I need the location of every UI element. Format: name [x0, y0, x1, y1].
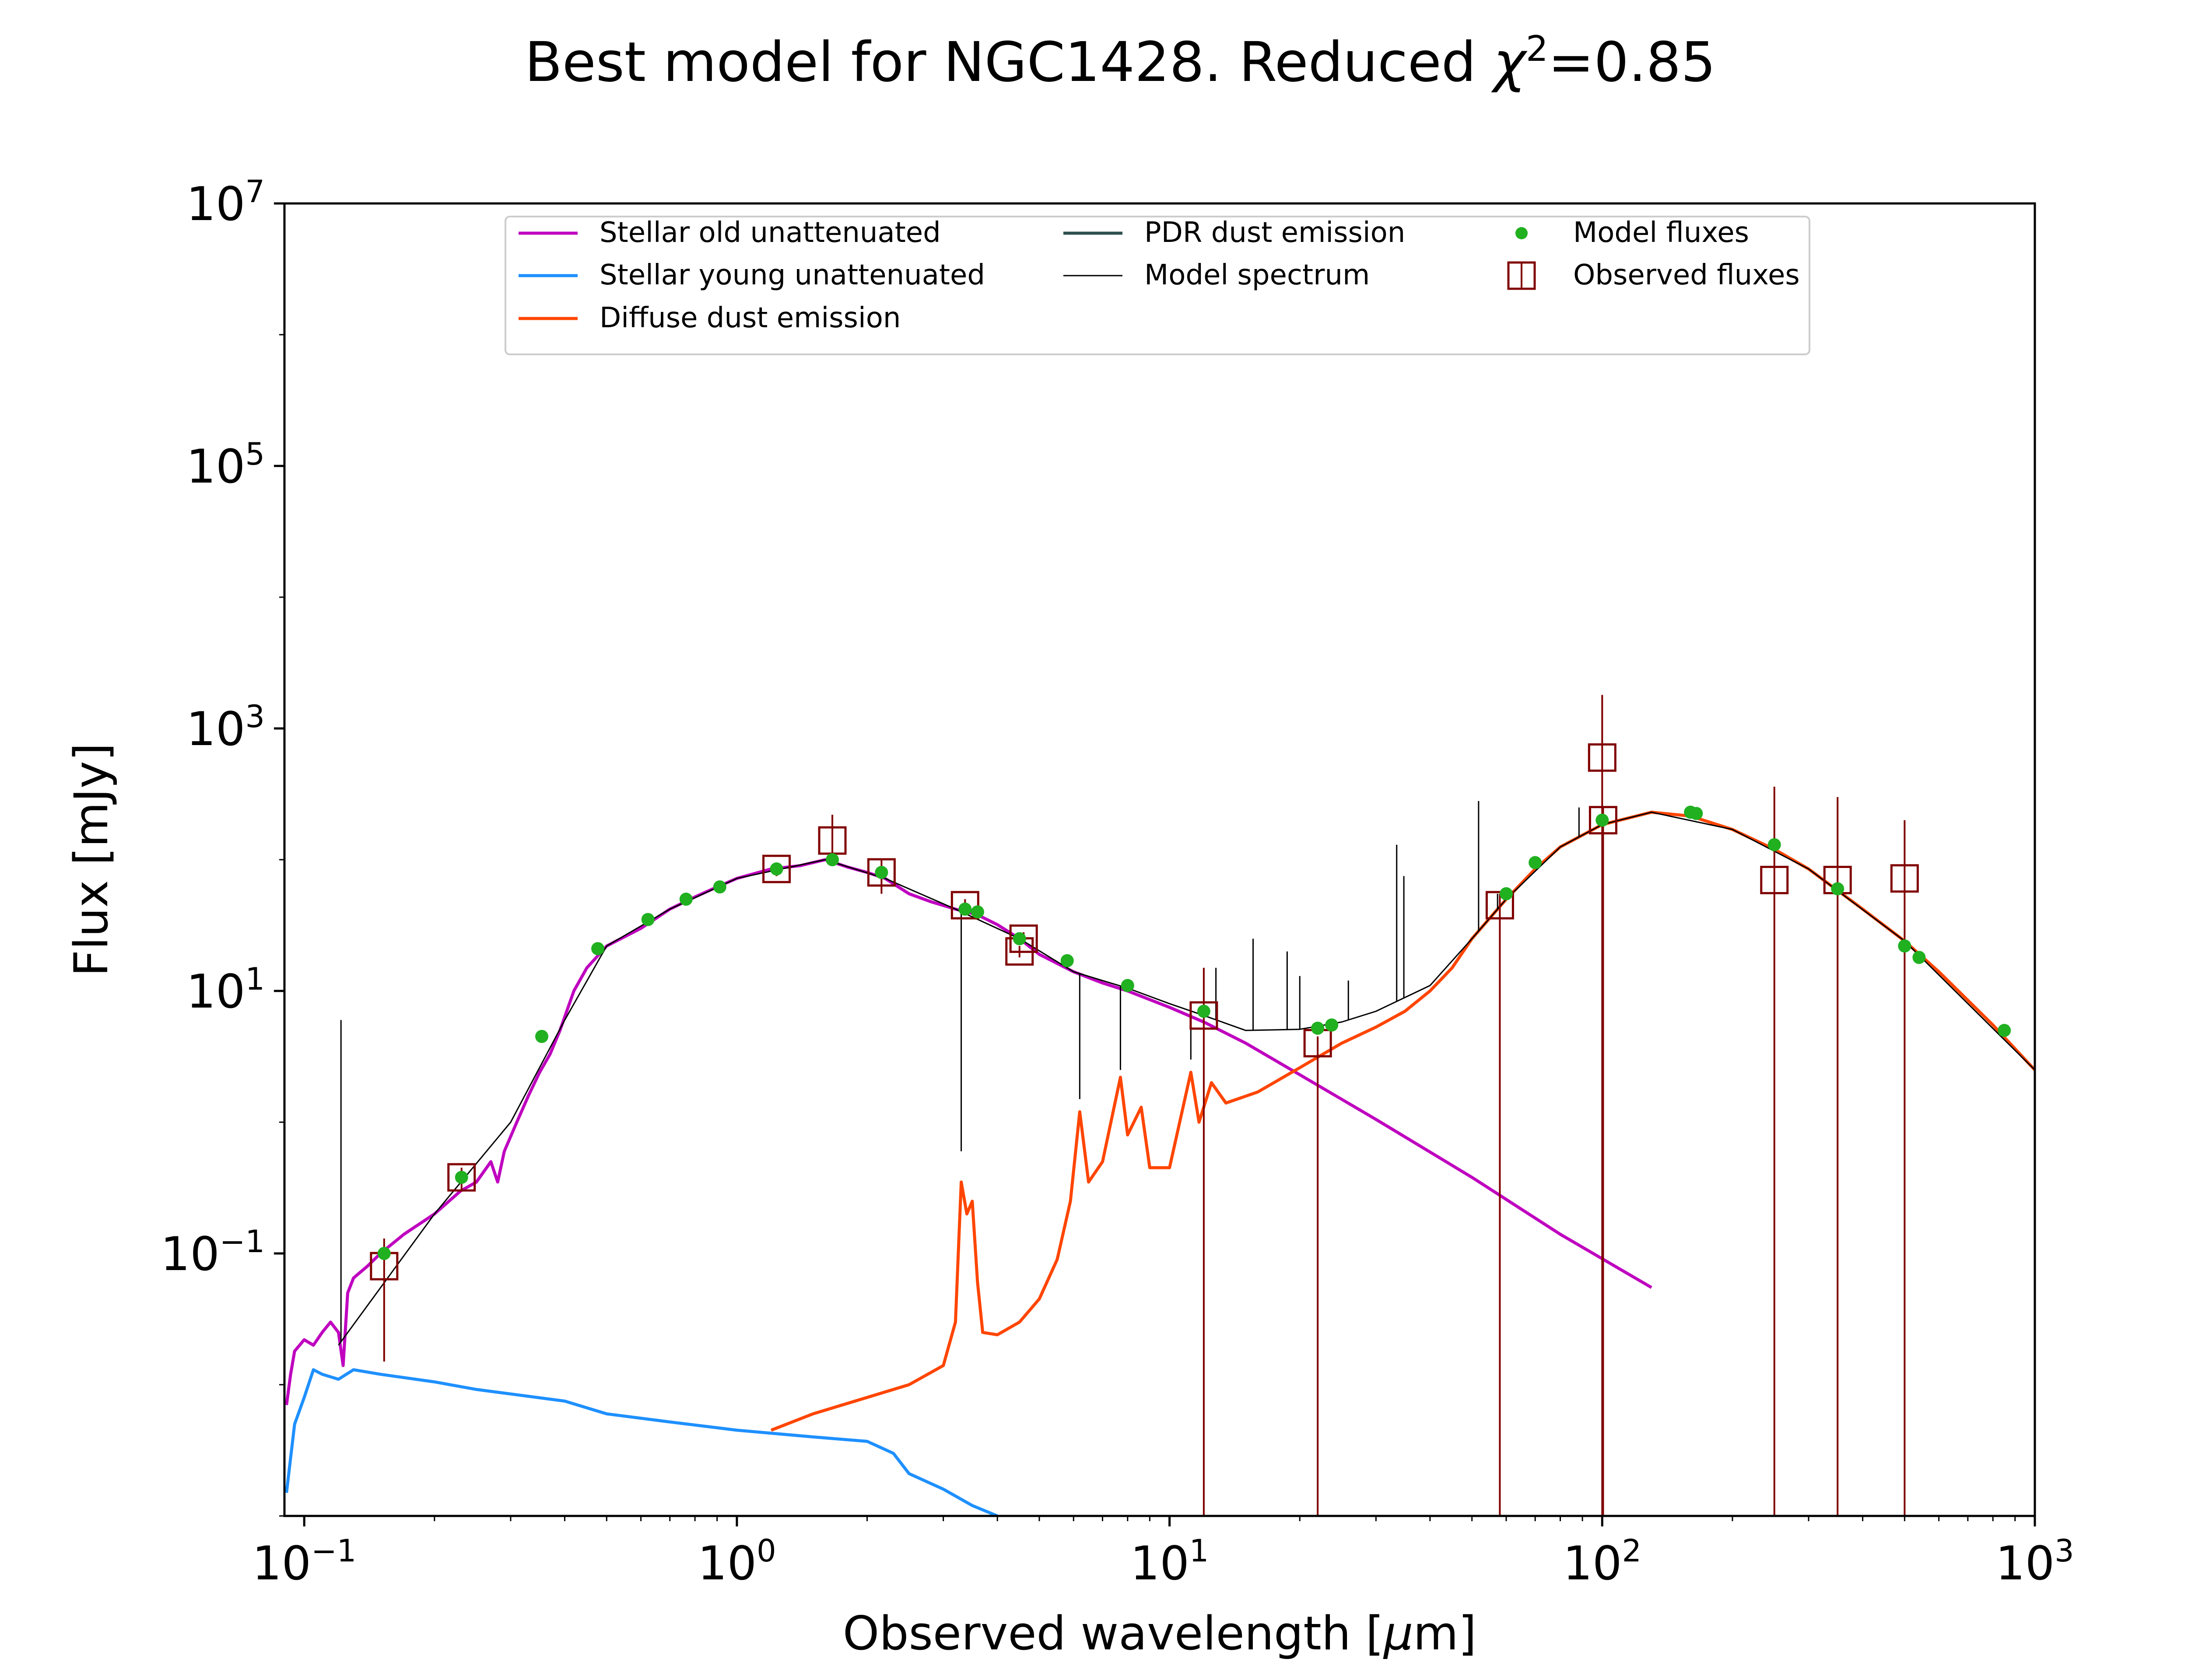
legend-item-pdr-dust-emission: PDR dust emission — [1063, 217, 1405, 249]
model-flux-point — [1595, 813, 1609, 827]
model-flux-point — [1013, 932, 1026, 945]
legend-item-diffuse-dust-emission: Diffuse dust emission — [519, 302, 901, 334]
observed-flux-marker — [447, 1163, 476, 1192]
model-flux-point — [1998, 1024, 2011, 1037]
x-axis-label: Observed wavelength [μm] — [843, 1606, 1476, 1660]
observed-flux-marker — [1485, 891, 1514, 920]
title-exponent: 2 — [1526, 28, 1548, 69]
legend: Stellar old unattenuated Stellar young un… — [505, 216, 1810, 355]
model-flux-point — [1060, 954, 1074, 967]
model-flux-point — [1767, 838, 1781, 851]
legend-label: Stellar old unattenuated — [600, 217, 941, 249]
observed-flux-marker — [867, 858, 896, 887]
observed-flux-marker — [762, 854, 791, 883]
axes-frame — [283, 202, 2036, 1517]
model-flux-point — [535, 1030, 549, 1043]
chi-symbol: χ — [1491, 31, 1528, 94]
model-flux-point — [1197, 1004, 1210, 1018]
model-flux-point — [1690, 807, 1703, 820]
model-flux-point — [1529, 856, 1542, 869]
legend-label: Observed fluxes — [1573, 259, 1800, 291]
x-tick-label: 103 — [1995, 1533, 2074, 1590]
legend-item-model-spectrum: Model spectrum — [1063, 259, 1370, 291]
observed-flux-marker — [950, 891, 979, 920]
legend-item-stellar-old-unattenuated: Stellar old unattenuated — [519, 217, 941, 249]
series-stellar-young-unattenuated — [285, 1368, 998, 1516]
mu-symbol: μ — [1383, 1606, 1413, 1660]
model-flux-point — [971, 905, 984, 919]
observed-flux-marker — [1890, 864, 1919, 893]
legend-label: Model spectrum — [1144, 259, 1370, 291]
x-tick-label: 100 — [698, 1533, 776, 1590]
model-flux-point — [713, 880, 726, 894]
model-flux-point — [1311, 1022, 1325, 1035]
y-axis-label: Flux [mJy] — [64, 743, 118, 976]
plot-area — [285, 695, 2035, 1516]
chart-title: Best model for NGC1428. Reduced χ2=0.85 — [525, 28, 1716, 94]
observed-flux-marker — [1588, 743, 1616, 772]
model-flux-point — [641, 913, 655, 926]
model-flux-point — [591, 942, 605, 956]
legend-label: Diffuse dust emission — [600, 302, 901, 334]
model-flux-point — [1898, 939, 1911, 953]
y-tick-label: 101 — [186, 961, 265, 1018]
model-flux-point — [826, 853, 839, 866]
series-stellar-old-unattenuated — [285, 858, 1652, 1405]
legend-label: PDR dust emission — [1144, 217, 1405, 249]
series-diffuse-dust-emission — [770, 811, 2035, 1432]
observed-flux-marker — [1760, 865, 1789, 894]
x-tick-label: 10−1 — [252, 1533, 356, 1590]
model-flux-point — [1121, 979, 1134, 992]
model-flux-point — [1325, 1018, 1339, 1032]
model-flux-point — [455, 1171, 468, 1184]
observed-flux-marker — [1588, 806, 1617, 835]
legend-box — [505, 216, 1810, 355]
x-tick-label: 101 — [1130, 1533, 1209, 1590]
legend-item-stellar-young-unattenuated: Stellar young unattenuated — [519, 259, 985, 291]
model-flux-point — [875, 866, 888, 879]
model-flux-point — [1831, 882, 1844, 896]
y-tick-label: 10−1 — [161, 1224, 265, 1281]
legend-label: Stellar young unattenuated — [600, 259, 985, 291]
model-flux-point — [958, 903, 972, 916]
model-flux-point — [377, 1247, 391, 1260]
legend-label: Model fluxes — [1573, 217, 1749, 249]
legend-item-observed-fluxes: Observed fluxes — [1507, 259, 1800, 291]
y-tick-label: 105 — [186, 436, 265, 494]
axis-ticks: 10−1 100 101 102 103 10−1 101 103 105 107 — [161, 174, 2074, 1590]
model-flux-point — [770, 862, 783, 876]
observed-flux-marker — [1009, 924, 1038, 953]
model-flux-point — [1912, 951, 1926, 964]
y-tick-label: 107 — [186, 174, 265, 231]
model-flux-point — [1499, 887, 1513, 900]
legend-swatch — [1515, 227, 1528, 239]
legend-item-model-fluxes: Model fluxes — [1515, 217, 1749, 249]
model-flux-point — [679, 892, 693, 906]
observed-flux-marker — [1189, 1001, 1218, 1030]
y-tick-label: 103 — [186, 699, 265, 756]
x-tick-label: 102 — [1563, 1533, 1641, 1590]
